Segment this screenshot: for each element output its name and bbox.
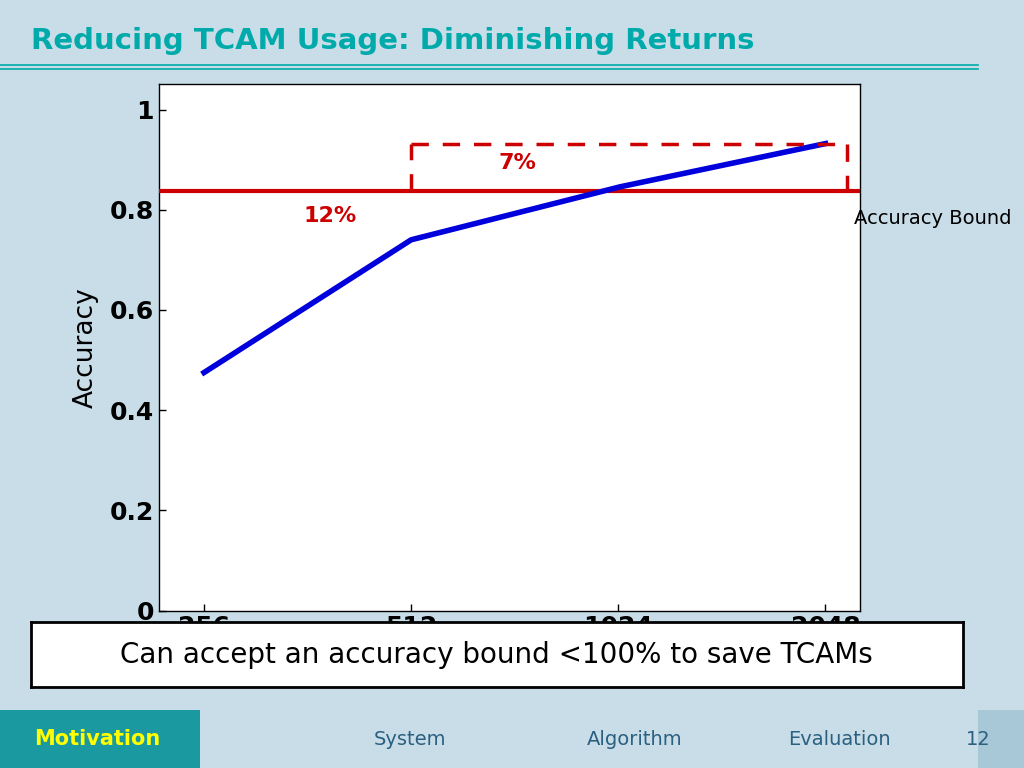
Text: 7%: 7% [499,153,537,173]
Text: Algorithm: Algorithm [587,730,683,749]
Text: Accuracy Bound: Accuracy Bound [854,209,1011,228]
Text: System: System [374,730,445,749]
Text: Motivation: Motivation [34,729,161,750]
Text: Can accept an accuracy bound <100% to save TCAMs: Can accept an accuracy bound <100% to sa… [120,641,873,669]
Text: 12%: 12% [303,207,356,227]
X-axis label: TCAMs: TCAMs [457,647,562,676]
Y-axis label: Accuracy: Accuracy [73,287,98,408]
Bar [0,710,200,768]
Text: 12: 12 [966,730,990,749]
Text: Evaluation: Evaluation [788,730,891,749]
Bar [978,710,1024,768]
Text: Reducing TCAM Usage: Diminishing Returns: Reducing TCAM Usage: Diminishing Returns [31,27,755,55]
